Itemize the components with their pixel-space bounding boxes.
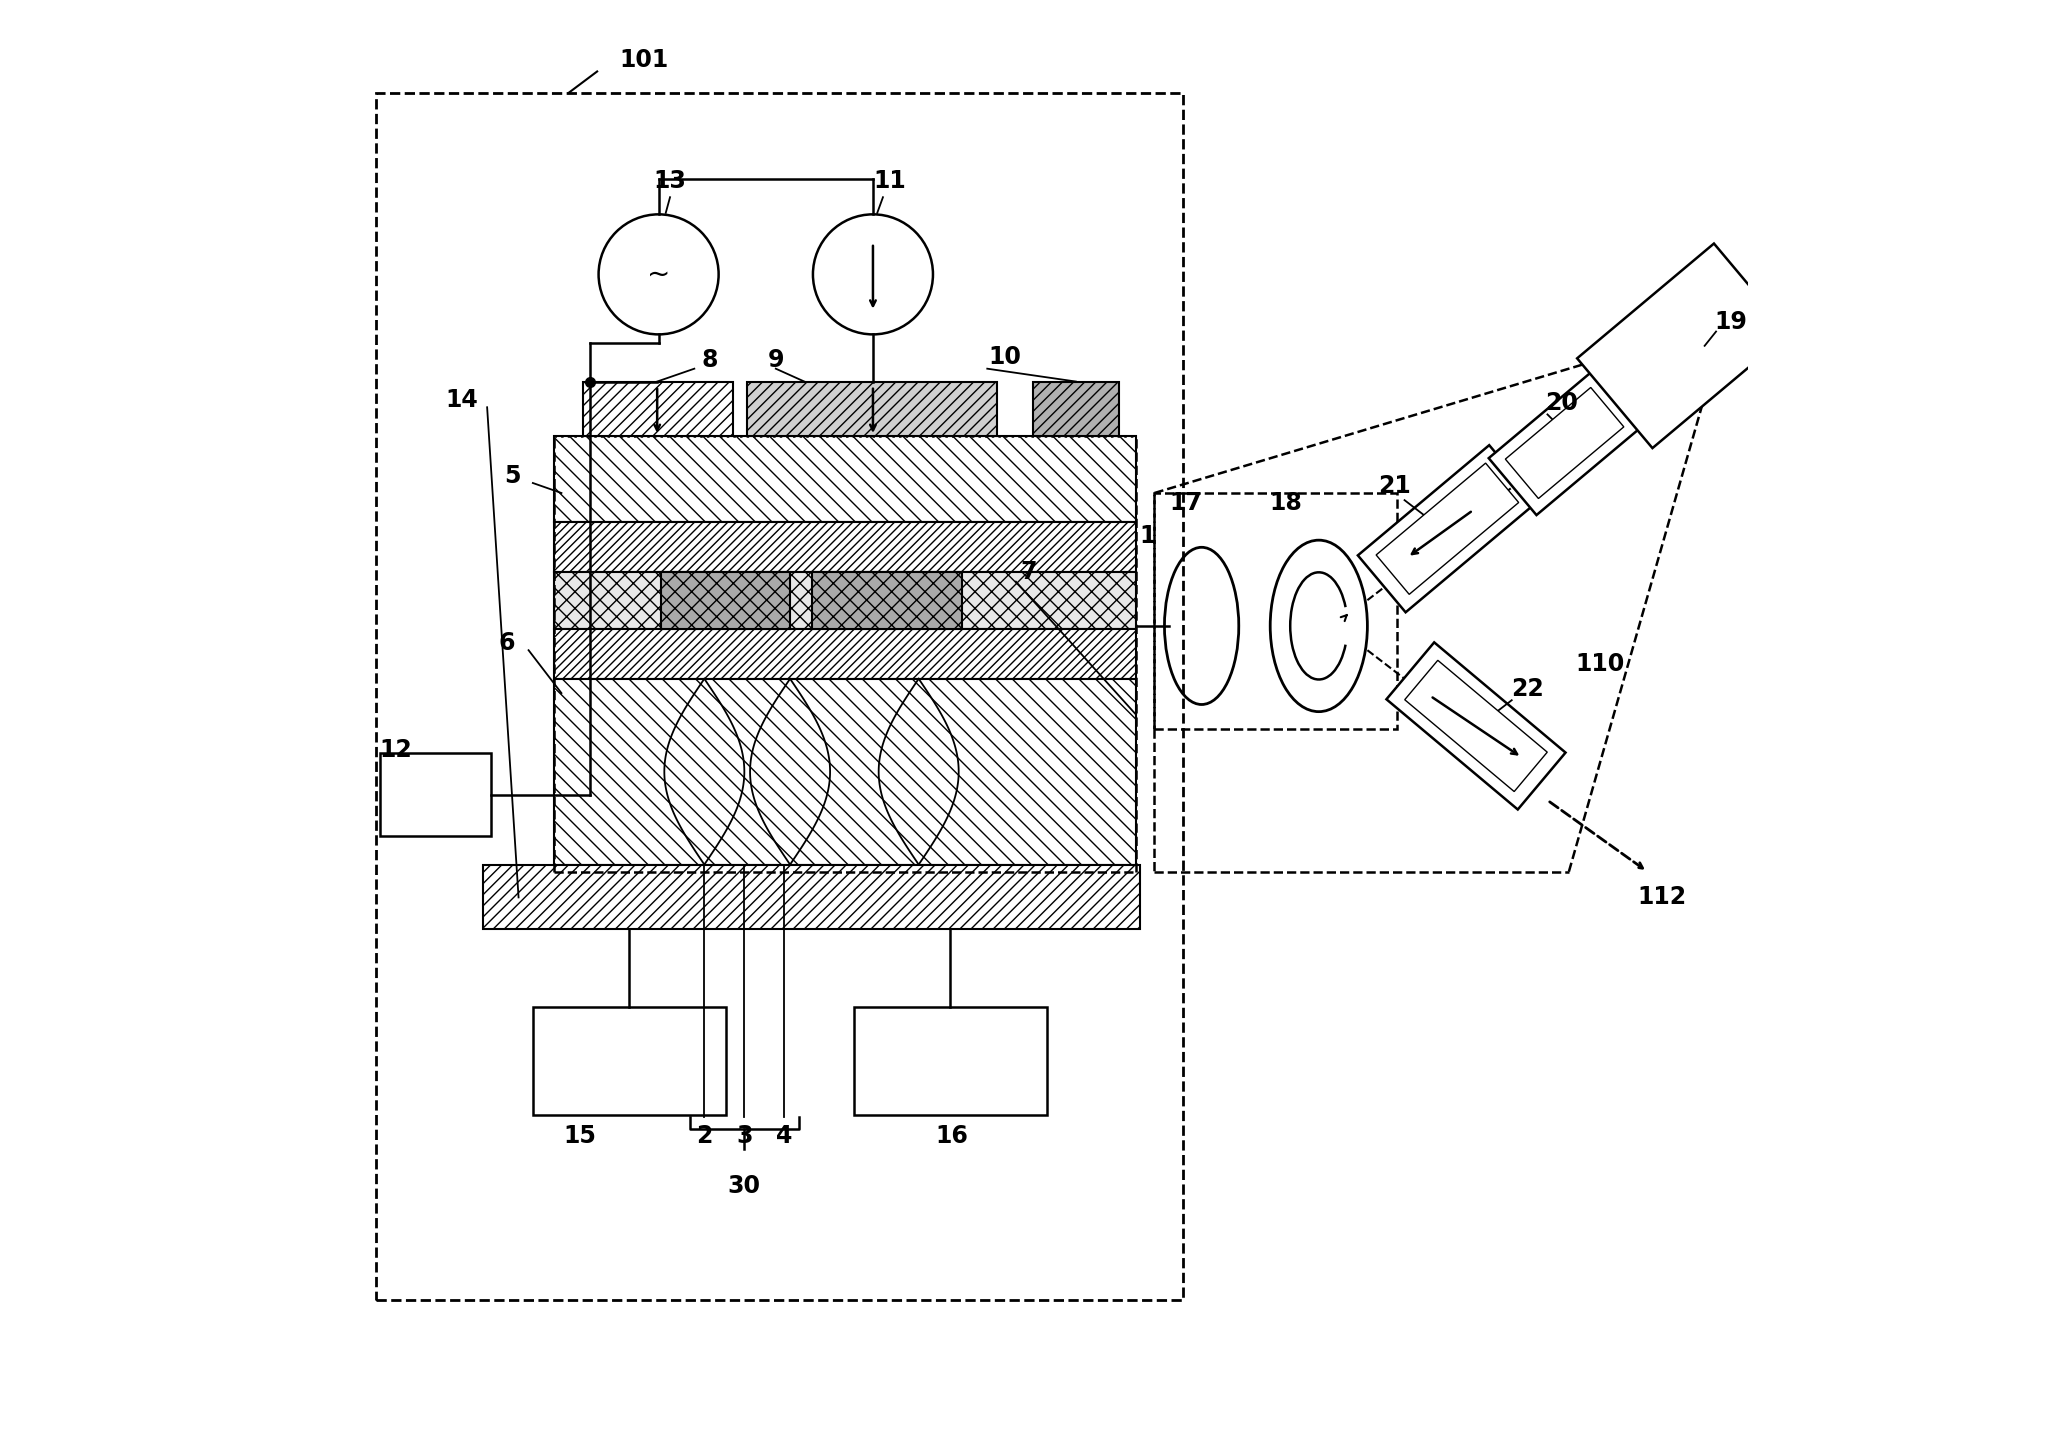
Text: 14: 14 [444, 389, 477, 412]
Bar [376, 93, 1184, 1300]
Bar [748, 382, 998, 436]
Polygon shape [1490, 372, 1640, 514]
Bar [583, 382, 733, 436]
Text: 110: 110 [1576, 653, 1626, 676]
Text: 2: 2 [696, 1125, 713, 1147]
Text: 1: 1 [1138, 524, 1155, 547]
Text: 18: 18 [1269, 492, 1302, 514]
Polygon shape [1405, 660, 1547, 792]
Polygon shape [1357, 446, 1537, 612]
Bar [380, 753, 492, 836]
Bar [1155, 493, 1397, 729]
Bar [533, 1007, 725, 1115]
Text: ~: ~ [647, 260, 669, 289]
Bar [554, 572, 1136, 629]
Text: 8: 8 [702, 349, 719, 372]
Text: 7: 7 [1021, 560, 1037, 583]
Text: 112: 112 [1636, 886, 1686, 909]
Text: 22: 22 [1510, 677, 1543, 700]
Text: 17: 17 [1169, 492, 1202, 514]
Bar [855, 1007, 1047, 1115]
Polygon shape [1576, 243, 1789, 449]
Bar [554, 679, 1136, 865]
Text: 3: 3 [735, 1125, 752, 1147]
Bar [554, 522, 1136, 572]
Text: 11: 11 [874, 170, 907, 193]
Text: 5: 5 [504, 464, 521, 487]
Text: 6: 6 [498, 632, 514, 654]
Text: 9: 9 [769, 349, 783, 372]
Bar [554, 629, 1136, 679]
Text: 13: 13 [653, 170, 686, 193]
Text: 15: 15 [564, 1125, 597, 1147]
Bar [812, 572, 961, 629]
Text: 16: 16 [936, 1125, 969, 1147]
Bar [483, 865, 1140, 929]
Bar [554, 436, 1136, 522]
Text: 19: 19 [1715, 310, 1746, 333]
Bar [1033, 382, 1120, 436]
Text: 30: 30 [727, 1175, 760, 1198]
Text: 101: 101 [620, 49, 669, 71]
Polygon shape [1386, 643, 1566, 809]
Bar [661, 572, 789, 629]
Text: 21: 21 [1378, 474, 1411, 497]
Text: 20: 20 [1545, 392, 1578, 414]
Polygon shape [1376, 463, 1519, 594]
Text: 12: 12 [380, 739, 411, 762]
Text: 4: 4 [777, 1125, 793, 1147]
Polygon shape [1506, 387, 1624, 499]
Text: 10: 10 [988, 346, 1021, 369]
